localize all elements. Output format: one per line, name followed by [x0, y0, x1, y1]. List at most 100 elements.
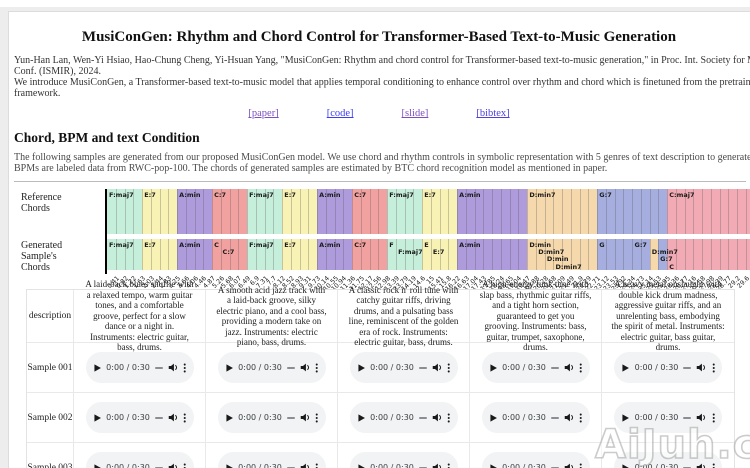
audio-player[interactable]: 0:00 / 0:30: [349, 452, 458, 468]
volume-icon[interactable]: [432, 362, 442, 373]
beat-gridline: [247, 239, 249, 270]
play-icon[interactable]: [93, 363, 102, 373]
beat-gridline: [334, 189, 336, 234]
chord-label: D:min7: [529, 191, 556, 199]
seek-bar[interactable]: [154, 366, 163, 369]
seek-bar[interactable]: [286, 466, 295, 468]
seek-bar[interactable]: [683, 366, 692, 369]
player-menu-icon[interactable]: [579, 362, 582, 374]
audio-player[interactable]: 0:00 / 0:30: [614, 452, 722, 468]
play-icon[interactable]: [489, 463, 498, 468]
resource-link[interactable]: [code]: [326, 108, 354, 119]
player-menu-icon[interactable]: [447, 412, 450, 424]
volume-icon[interactable]: [564, 362, 574, 373]
volume-icon[interactable]: [300, 462, 310, 468]
volume-icon[interactable]: [564, 462, 574, 468]
player-menu-icon[interactable]: [579, 462, 582, 468]
audio-player[interactable]: 0:00 / 0:30: [349, 402, 458, 433]
seek-bar[interactable]: [683, 466, 692, 468]
play-icon[interactable]: [225, 463, 234, 468]
seek-bar[interactable]: [286, 366, 295, 369]
play-icon[interactable]: [489, 363, 498, 373]
beat-gridline: [203, 189, 205, 234]
volume-icon[interactable]: [696, 362, 706, 373]
beat-gridline: [474, 189, 476, 234]
player-menu-icon[interactable]: [447, 362, 450, 374]
player-menu-icon[interactable]: [712, 412, 715, 424]
seek-bar[interactable]: [550, 366, 559, 369]
player-menu-icon[interactable]: [579, 412, 582, 424]
seek-bar[interactable]: [286, 416, 295, 419]
audio-player[interactable]: 0:00 / 0:30: [614, 402, 722, 433]
play-icon[interactable]: [621, 463, 630, 468]
description-cell: A laid-back blues shuffle with a relaxed…: [74, 279, 206, 352]
beat-gridline: [509, 239, 511, 270]
audio-player[interactable]: 0:00 / 0:30: [85, 402, 194, 433]
player-menu-icon[interactable]: [183, 362, 186, 374]
audio-player[interactable]: 0:00 / 0:30: [85, 452, 194, 468]
audio-player[interactable]: 0:00 / 0:30: [217, 452, 326, 468]
play-icon[interactable]: [93, 413, 102, 423]
seek-bar[interactable]: [550, 466, 559, 468]
player-menu-icon[interactable]: [315, 462, 318, 468]
audio-player[interactable]: 0:00 / 0:30: [481, 402, 590, 433]
beat-gridline: [536, 189, 538, 234]
seek-bar[interactable]: [418, 366, 427, 369]
volume-icon[interactable]: [300, 362, 310, 373]
resource-link[interactable]: [paper]: [248, 108, 279, 119]
beat-gridline: [124, 189, 126, 234]
audio-player[interactable]: 0:00 / 0:30: [349, 352, 458, 383]
player-menu-icon[interactable]: [183, 462, 186, 468]
page-title: MusiConGen: Rhythm and Chord Control for…: [81, 29, 677, 45]
player-menu-icon[interactable]: [315, 412, 318, 424]
beat-gridline: [413, 239, 415, 270]
chord-label: D:min: [546, 255, 569, 264]
play-icon[interactable]: [357, 363, 366, 373]
player-menu-icon[interactable]: [183, 412, 186, 424]
audio-player[interactable]: 0:00 / 0:30: [614, 352, 722, 383]
player-menu-icon[interactable]: [712, 362, 715, 374]
volume-icon[interactable]: [168, 412, 178, 423]
resource-link[interactable]: [bibtex]: [476, 108, 510, 119]
play-icon[interactable]: [489, 413, 498, 423]
audio-player[interactable]: 0:00 / 0:30: [217, 352, 326, 383]
player-menu-icon[interactable]: [447, 462, 450, 468]
beat-gridline: [702, 239, 704, 270]
volume-icon[interactable]: [696, 412, 706, 423]
player-menu-icon[interactable]: [315, 362, 318, 374]
play-icon[interactable]: [357, 463, 366, 468]
volume-icon[interactable]: [432, 412, 442, 423]
audio-player[interactable]: 0:00 / 0:30: [481, 452, 590, 468]
play-icon[interactable]: [93, 463, 102, 468]
chord-label: D:min: [529, 241, 551, 249]
play-icon[interactable]: [225, 363, 234, 373]
play-icon[interactable]: [621, 363, 630, 373]
sample-row-label: Sample 003: [27, 462, 73, 468]
chord-label: A:min: [179, 191, 201, 199]
beat-gridline: [133, 239, 135, 270]
audio-player[interactable]: 0:00 / 0:30: [217, 402, 326, 433]
volume-icon[interactable]: [432, 462, 442, 468]
seek-bar[interactable]: [550, 416, 559, 419]
audio-player[interactable]: 0:00 / 0:30: [481, 352, 590, 383]
beat-gridline: [307, 189, 309, 234]
play-icon[interactable]: [357, 413, 366, 423]
play-icon[interactable]: [225, 413, 234, 423]
seek-bar[interactable]: [154, 416, 163, 419]
play-icon[interactable]: [621, 413, 630, 423]
seek-bar[interactable]: [418, 416, 427, 419]
audio-player[interactable]: 0:00 / 0:30: [85, 352, 194, 383]
beat-gridline: [509, 189, 511, 234]
seek-bar[interactable]: [683, 416, 692, 419]
beat-gridline: [606, 189, 608, 234]
resource-link[interactable]: [slide]: [401, 108, 429, 119]
row-label-line: Sample's: [21, 251, 57, 262]
volume-icon[interactable]: [168, 362, 178, 373]
volume-icon[interactable]: [300, 412, 310, 423]
volume-icon[interactable]: [168, 462, 178, 468]
volume-icon[interactable]: [564, 412, 574, 423]
seek-bar[interactable]: [154, 466, 163, 468]
chord-label: E:7: [424, 191, 436, 199]
seek-bar[interactable]: [418, 466, 427, 468]
chord-label: F:maj7: [398, 248, 423, 257]
